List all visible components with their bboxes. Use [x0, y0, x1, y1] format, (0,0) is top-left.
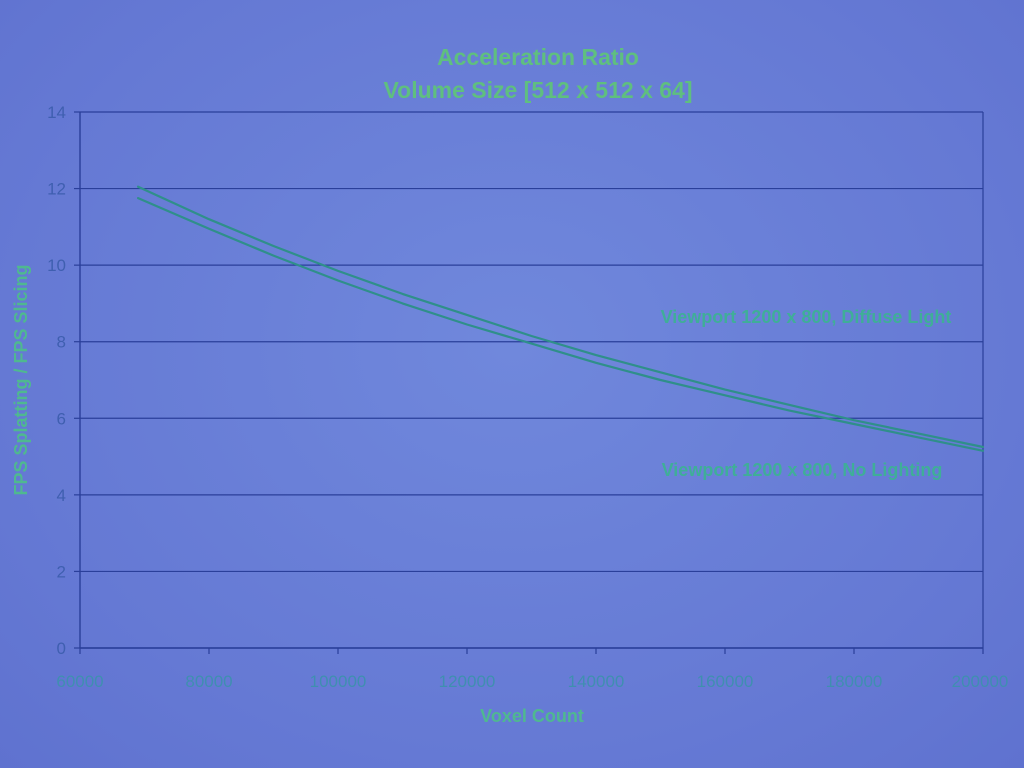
x-tick-label-60000: 60000 — [56, 672, 103, 691]
x-tick-label-140000: 140000 — [568, 672, 625, 691]
x-tick-label-120000: 120000 — [439, 672, 496, 691]
x-tick-label-100000: 100000 — [310, 672, 367, 691]
x-tick-label-180000: 180000 — [826, 672, 883, 691]
x-tick-labels: 60000 80000 100000 120000 140000 160000 180000… — [56, 672, 1008, 691]
grid-lines — [80, 111, 983, 649]
series-line-no-lighting — [137, 197, 985, 452]
x-tick-label-160000: 160000 — [697, 672, 754, 691]
y-tick-label-2: 2 — [57, 562, 66, 581]
chart-subtitle: Volume Size [512 x 512 x 64] — [384, 77, 693, 103]
y-axis-label: FPS Splatting / FPS Slicing — [11, 264, 31, 495]
series-label-no-lighting: Viewport 1200 x 800, No Lighting — [662, 460, 943, 480]
series-label-diffuse-light: Viewport 1200 x 800, Diffuse Light — [661, 307, 952, 327]
x-tick-label-200000: 200000 — [952, 672, 1009, 691]
series-line-diffuse-light — [137, 185, 985, 449]
series-lines — [137, 185, 985, 452]
y-tick-label-4: 4 — [57, 486, 66, 505]
y-tick-label-12: 12 — [47, 180, 66, 199]
y-tick-label-0: 0 — [57, 639, 66, 658]
y-tick-label-6: 6 — [57, 409, 66, 428]
x-tick-label-80000: 80000 — [185, 672, 232, 691]
y-tick-labels: 0 2 4 6 8 10 12 14 — [47, 103, 66, 658]
y-tick-label-14: 14 — [47, 103, 66, 122]
y-tick-label-8: 8 — [57, 333, 66, 352]
y-tick-label-10: 10 — [47, 256, 66, 275]
x-axis-label: Voxel Count — [480, 706, 584, 726]
axes — [74, 111, 984, 654]
chart-title: Acceleration Ratio — [437, 44, 639, 70]
